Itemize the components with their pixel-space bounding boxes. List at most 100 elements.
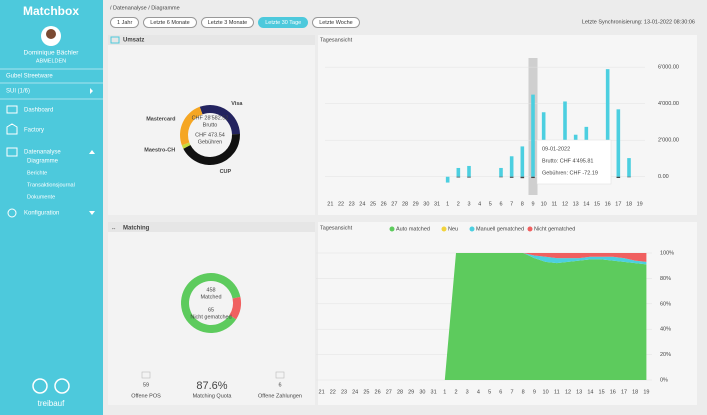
x-tick-label: 10 [541, 201, 547, 207]
bar [531, 94, 535, 177]
stat-value: 6 [278, 382, 281, 388]
bar [563, 101, 567, 177]
donut-label: CUP [220, 169, 232, 175]
bar [499, 176, 503, 178]
donut-segment [199, 105, 240, 135]
nav-arrow [89, 211, 95, 215]
range-button[interactable]: Letzte 30 Tage [258, 17, 309, 28]
donut-label: Maestro-CH [144, 148, 175, 154]
breadcrumb: / Datenanalyse / Diagramme [110, 5, 180, 11]
logo [32, 378, 48, 394]
nav-subitem[interactable]: Diagramme [27, 159, 59, 165]
donut-label: Visa [231, 101, 243, 107]
bar [509, 176, 514, 178]
x-tick-label: 30 [419, 389, 425, 395]
x-tick-label: 12 [565, 389, 571, 395]
x-tick-label: 5 [488, 389, 491, 395]
panel [108, 222, 315, 405]
stat-label: Offene POS [131, 393, 161, 399]
x-tick-label: 2 [457, 201, 460, 207]
x-tick-label: 11 [551, 201, 557, 207]
stat-label: Matching Quota [193, 393, 233, 399]
nav-subitem[interactable]: Transaktionsjournal [27, 182, 75, 188]
bar [499, 167, 503, 177]
nav-item[interactable]: Konfiguration [24, 211, 59, 217]
donut-label: Mastercard [146, 116, 175, 122]
icon-dashboard [6, 105, 18, 114]
y-tick-label: 100% [660, 250, 674, 256]
brand: Matchbox [23, 4, 79, 18]
x-tick-label: 24 [359, 201, 365, 207]
donut-label: Matched [200, 294, 221, 300]
footer-brand: treibauf [38, 399, 65, 408]
x-tick-label: 6 [499, 201, 502, 207]
x-tick-label: 10 [543, 389, 549, 395]
panel-icon [110, 36, 120, 44]
bar [531, 176, 535, 179]
logout[interactable]: ABMELDEN [36, 58, 66, 64]
x-tick-label: 25 [363, 389, 369, 395]
stat-value: 59 [143, 382, 149, 388]
nav-item[interactable]: Datenanalyse [24, 150, 61, 156]
panel-header [108, 222, 315, 232]
sync-info: Letzte Synchronisierung: 13-01-2022 08:3… [582, 19, 695, 25]
bar [520, 146, 525, 177]
nav-subitem[interactable]: Dokumente [27, 194, 55, 200]
bar [627, 158, 631, 177]
donut-center: Brutto [203, 122, 218, 128]
donut-segment [183, 133, 240, 165]
x-tick-label: 27 [391, 201, 397, 207]
nav-item[interactable]: Factory [24, 128, 44, 134]
x-tick-label: 23 [341, 389, 347, 395]
company: Gubel Streetware [6, 74, 53, 80]
y-tick-label: 4'000.00 [658, 101, 679, 107]
x-tick-label: 9 [533, 389, 536, 395]
nav-item[interactable]: Dashboard [24, 108, 53, 114]
x-tick-label: 30 [423, 201, 429, 207]
legend-swatch [469, 226, 475, 232]
bar [520, 176, 525, 179]
stat-icon [141, 371, 151, 379]
legend-swatch [441, 226, 447, 232]
y-tick-label: 20% [660, 352, 671, 358]
panel-header [108, 35, 315, 45]
tooltip-date: 09-01-2022 [542, 146, 570, 152]
x-tick-label: 15 [594, 201, 600, 207]
x-tick-label: 19 [637, 201, 643, 207]
icon-analysis [6, 147, 18, 157]
bar [467, 165, 471, 177]
x-tick-label: 3 [466, 389, 469, 395]
tooltip [536, 139, 612, 185]
x-tick-label: 2 [454, 389, 457, 395]
x-tick-label: 9 [531, 201, 534, 207]
x-tick-label: 16 [605, 201, 611, 207]
range-button[interactable]: Letzte 3 Monate [200, 17, 255, 28]
bar [627, 176, 631, 178]
x-tick-label: 4 [477, 389, 480, 395]
y-tick-label: 0.00 [658, 174, 669, 180]
nav-arrow [89, 150, 95, 154]
donut-center: CHF 28'582.52 [192, 115, 229, 121]
nav-subitem[interactable]: Berichte [27, 170, 47, 176]
bar [456, 167, 461, 177]
avatar-face [46, 29, 56, 39]
x-tick-label: 27 [386, 389, 392, 395]
x-tick-label: 14 [583, 201, 589, 207]
donut-segment [181, 142, 191, 149]
x-tick-label: 3 [467, 201, 470, 207]
donut-center: CHF 473.54 [195, 132, 225, 138]
logo [54, 378, 70, 394]
bar [616, 176, 621, 179]
x-tick-label: 26 [375, 389, 381, 395]
panel-title: Umsatz [123, 38, 144, 44]
account[interactable]: SUI (1/6) [6, 89, 30, 95]
user-name: Dominique Bächler [24, 50, 80, 57]
range-button[interactable]: 1 Jahr [110, 17, 140, 28]
range-button[interactable]: Letzte 6 Monate [143, 17, 197, 28]
range-button[interactable]: Letzte Woche [312, 17, 360, 28]
x-tick-label: 22 [338, 201, 344, 207]
bar [467, 176, 471, 178]
x-tick-label: 17 [621, 389, 627, 395]
